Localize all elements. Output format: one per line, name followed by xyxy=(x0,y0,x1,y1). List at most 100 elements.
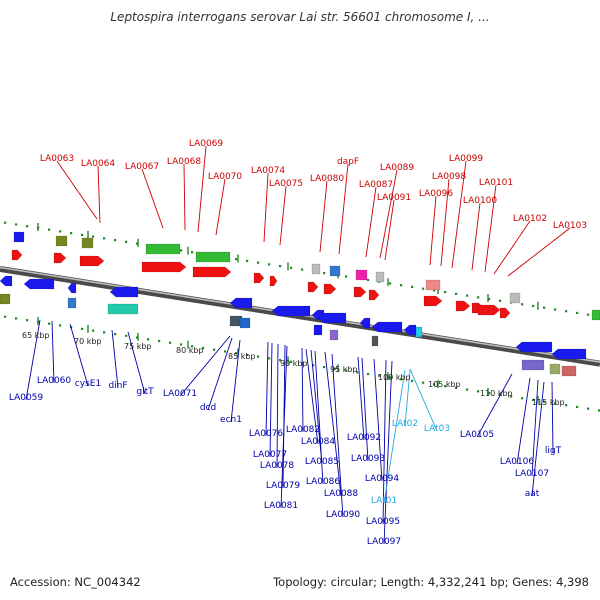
lower-gene-arrow xyxy=(313,324,323,336)
gene-label-la0068: LA0068 xyxy=(167,157,202,167)
upper-gene-arrow xyxy=(509,292,521,304)
gene-label-la0080-leader xyxy=(319,180,328,253)
gene-label-la0085: LA0085 xyxy=(305,457,339,467)
gene-label-la0095: LA0095 xyxy=(366,517,400,527)
upper-gene-arrow xyxy=(499,307,511,319)
upper-gene-arrow xyxy=(307,281,319,293)
gene-label-la0088-leader xyxy=(324,351,342,497)
upper-gene-arrow xyxy=(311,263,321,275)
lower-gene-arrow xyxy=(67,282,77,294)
lower-gene-arrow xyxy=(271,305,311,317)
lower-gene-arrow xyxy=(109,286,139,298)
gene-label-cyse1: cysE1 xyxy=(75,379,101,389)
genome-stats-text: Topology: circular; Length: 4,332,241 bp… xyxy=(273,575,589,589)
gene-label-gltt-leader xyxy=(127,331,146,395)
gene-label-la0063: LA0063 xyxy=(40,154,74,164)
scale-label: 95 kbp xyxy=(330,365,358,374)
chromosome-backbone xyxy=(0,266,600,367)
upper-tick-row-dot xyxy=(532,304,535,308)
lower-gene-arrow xyxy=(107,303,139,315)
gene-label-la0102-leader xyxy=(493,220,531,275)
lower-tick-row-dot xyxy=(224,350,227,353)
upper-tick-row-dot xyxy=(323,271,326,275)
gene-label-la0094-leader xyxy=(373,358,383,482)
lower-gene-arrow xyxy=(0,293,11,305)
lower-tick-row-dot xyxy=(279,358,282,362)
lower-gene-arrow xyxy=(23,278,55,290)
gene-label-la0064: LA0064 xyxy=(81,159,116,169)
upper-tick-row-dot xyxy=(543,306,546,309)
gene-label-la0091-leader xyxy=(384,199,395,261)
gene-label-la0101-leader xyxy=(484,184,497,273)
gene-label-la0070: LA0070 xyxy=(208,172,243,182)
gene-label-la0099: LA0099 xyxy=(449,154,484,164)
gene-label-la0091: LA0091 xyxy=(377,193,411,203)
upper-tick-row-dot xyxy=(136,242,139,245)
gene-label-dcd: dcd xyxy=(200,403,216,413)
lower-tick-row-dot xyxy=(213,348,216,351)
gene-label-la0080: LA0080 xyxy=(310,174,345,184)
gene-label-la0082-leader xyxy=(301,347,304,433)
upper-gene-arrow xyxy=(253,272,265,284)
lower-gene-arrow xyxy=(415,326,423,338)
gene-label-la0100: LA0100 xyxy=(463,196,498,206)
upper-gene-arrow xyxy=(145,243,181,255)
lower-tick-row-dot xyxy=(532,398,535,402)
lower-tick-row-dot xyxy=(114,332,117,336)
upper-tick-row-dot xyxy=(411,285,414,289)
upper-tick-row-dot xyxy=(422,287,425,290)
scale-label: 85 kbp xyxy=(228,352,256,361)
upper-tick-row-dot xyxy=(4,221,7,224)
lower-tick-row-dot xyxy=(433,383,436,386)
lower-tick-row-dot xyxy=(466,388,469,391)
gene-label-la0060: LA0060 xyxy=(37,376,72,386)
lower-tick-row-dot xyxy=(565,404,568,407)
lower-tick-row-dot xyxy=(169,341,172,344)
upper-gene-arrow xyxy=(455,300,471,312)
trna-label-lat02: LAt02 xyxy=(392,419,418,429)
gene-label-la0106: LA0106 xyxy=(500,457,535,467)
upper-tick-row-dot xyxy=(279,264,282,268)
gene-label-la0106-leader xyxy=(516,377,531,465)
trna-label-lat01-leader xyxy=(383,369,406,504)
gene-label-la0092: LA0092 xyxy=(347,433,381,443)
upper-tick-row-dot xyxy=(235,258,238,261)
gene-label-la0093-leader xyxy=(361,357,369,462)
upper-tick-row-dot xyxy=(554,308,557,311)
gene-label-la0075-leader xyxy=(279,185,287,246)
upper-tick-row-dot xyxy=(26,225,29,228)
upper-tick-row-dot xyxy=(367,278,370,282)
gene-label-la0078-leader xyxy=(276,343,279,469)
lower-tick-row-dot xyxy=(576,405,579,409)
gene-label-la0059: LA0059 xyxy=(9,393,44,403)
upper-gene-arrow xyxy=(195,251,231,263)
lower-tick-row-dot xyxy=(411,379,414,383)
lower-gene-arrow xyxy=(0,275,13,287)
upper-tick-row-dot xyxy=(103,237,106,240)
upper-tick-row-dot xyxy=(15,223,18,226)
map-title: Leptospira interrogans serovar Lai str. … xyxy=(110,10,490,24)
upper-tick-row-dot xyxy=(466,294,469,297)
lower-tick-row-dot xyxy=(103,331,106,334)
upper-tick-row-dot xyxy=(48,228,51,231)
trna-label-lat02-leader xyxy=(404,369,411,427)
gene-label-la0059-leader xyxy=(25,319,41,401)
gene-label-la0107-leader xyxy=(531,379,539,477)
lower-gene-arrow xyxy=(371,335,379,347)
gene-label-gltt: gltT xyxy=(136,387,154,397)
gene-label-la0094: LA0094 xyxy=(365,474,400,484)
gene-label-la0099-leader xyxy=(451,160,467,269)
upper-gene-arrow xyxy=(55,235,68,247)
lower-tick-row-dot xyxy=(389,376,392,379)
lower-tick-row-dot xyxy=(246,353,249,356)
upper-tick-row-dot xyxy=(499,299,502,302)
lower-tick-row-dot xyxy=(235,352,238,355)
lower-tick-row-dot xyxy=(444,385,447,388)
lower-tick-row-dot xyxy=(334,367,337,370)
lower-tick-row-dot xyxy=(510,395,513,398)
lower-tick-row-dot xyxy=(367,372,370,376)
lower-tick-row-dot xyxy=(59,324,62,327)
gene-label-la0093: LA0093 xyxy=(351,454,385,464)
gene-label-la0068-leader xyxy=(183,163,186,231)
lower-tick-row-dot xyxy=(268,357,271,360)
